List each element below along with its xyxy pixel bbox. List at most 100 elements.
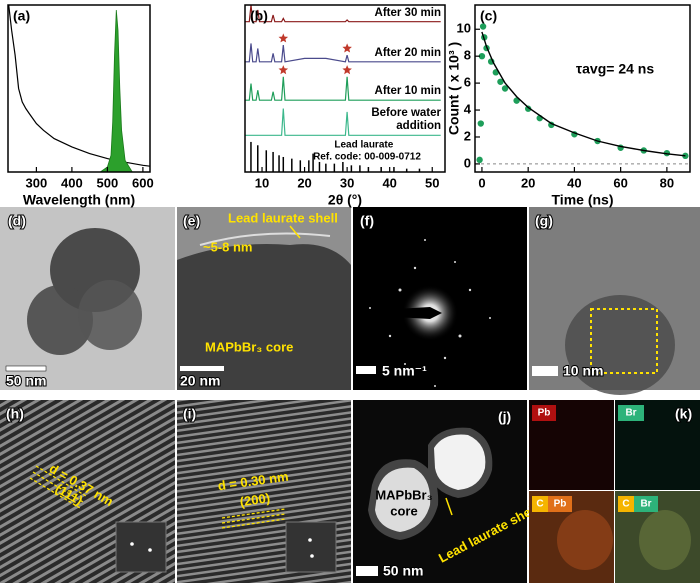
panel-k: Pb Br C Pb C Br (k) [529,400,700,583]
chart: (c) 0 20 40 60 80 0 2 4 6 8 10 Time (ns) Count ( x 10… [446,4,691,208]
y-tick-label: 8 [464,48,471,63]
data-point [548,121,555,129]
scale-bar [356,366,376,374]
plot-frame [7,4,151,173]
peak-marker [342,65,352,75]
x-tick-label: 60 [613,175,627,190]
series-label-text: After 20 min [374,46,441,59]
x-tick-label: 400 [61,175,83,190]
y-tick-label: 2 [464,128,471,143]
data-point [476,156,483,164]
fft-spot [310,554,314,558]
panel-g: (g) 10 nm [529,207,700,395]
series-label-text: Before water addition [371,107,441,133]
x-tick-label: 40 [567,175,581,190]
fft-inset [285,521,337,573]
scale-label: 20 nm [180,373,220,389]
scale-bar [532,366,558,376]
panel-label: (f) [360,213,374,229]
x-tick-label: 10 [255,175,269,190]
tag [618,405,644,421]
x-tick-label: 40 [382,175,396,190]
plot-frame [474,4,691,173]
y-axis-label: Count ( x 10³ ) [446,42,462,135]
x-tick-label: 0 [478,175,485,190]
x-tick-label: 50 [425,175,439,190]
series-line [481,31,686,157]
scale-bar [5,365,47,372]
shell-label: Lead laurate shell [228,210,338,225]
panel-label: (b) [250,8,268,24]
tag [618,496,634,512]
tag [532,405,556,421]
map-label: C [536,499,543,510]
pointer [289,225,301,239]
x-tick-label: 600 [132,175,154,190]
peak-marker [278,65,289,75]
peak-marker [278,33,289,43]
x-tick-label: 30 [340,175,354,190]
series-line [245,4,441,23]
shell-edge [199,232,331,246]
x-axis-label: 2θ (°) [328,192,362,208]
panel-i: (i) d = 0.30 nm (200) [177,400,351,583]
panel-d: (d) 50 nm [0,207,175,390]
series-label: Before water addition [371,107,441,133]
panel-label: (c) [480,8,497,24]
y-tick-label: 4 [464,101,472,116]
panel-label: (k) [675,406,692,422]
series-line [8,4,151,167]
panel-label: (d) [8,213,26,229]
data-point [479,23,487,30]
annotation: τavg= 24 ns [576,61,654,77]
series-line [245,108,441,136]
x-tick-label: 300 [26,175,48,190]
plane-label: (200) [239,490,271,509]
spots [369,239,491,387]
series-line [245,76,441,101]
beam-stop [378,307,442,319]
panel-j: (j) MAPbBr₃ core Lead laurate shell 50 n… [353,400,540,583]
panel-label: (g) [535,213,553,229]
panel-label: (j) [498,409,511,425]
chart: After 30 min After 20 min After 10 min Befo… [244,4,446,208]
particle [639,510,691,570]
panel-f: (f) 5 nm⁻¹ [353,207,527,390]
data-point [477,120,484,127]
fft-spot [308,538,312,542]
panel-label: (e) [183,213,200,229]
data-point [501,85,509,92]
lattice-lines [221,508,286,529]
scale-label: 5 nm⁻¹ [382,363,427,379]
data-point [497,78,504,85]
core [375,467,431,532]
series-label-text: After 10 min [374,85,441,98]
x-tick-label: 20 [521,175,535,190]
particle [27,285,93,355]
chart: (a) 300 400 500 600 Wavelength (nm) [7,4,154,208]
core [434,434,486,490]
scale-bar [356,566,378,576]
series-label: After 20 min [374,46,441,59]
series-label: After 10 min [374,85,441,98]
core-label: MAPbBr₃ core [205,339,293,354]
tag [532,496,548,512]
panel-h: (h) d = 0.37 nm (111) [0,400,175,583]
data-point [524,105,532,112]
tag [548,496,572,512]
map-label: Pb [538,408,551,419]
series-label: After 30 min [374,6,441,19]
panel-e: (e) Lead laurate shell ~5-8 nm MAPbBr₃ c… [177,207,351,390]
core-label: core [390,503,417,518]
x-tick-label: 500 [97,175,119,190]
reference-code: Ref. code: 00-009-0712 [313,152,421,163]
tag [634,496,658,512]
x-tick-label: 20 [297,175,311,190]
thickness-label: ~5-8 nm [203,239,253,254]
particle [78,280,142,350]
map-label: C [622,499,629,510]
series-label-text: After 30 min [374,6,441,19]
core-label: MAPbBr₃ [375,487,432,502]
